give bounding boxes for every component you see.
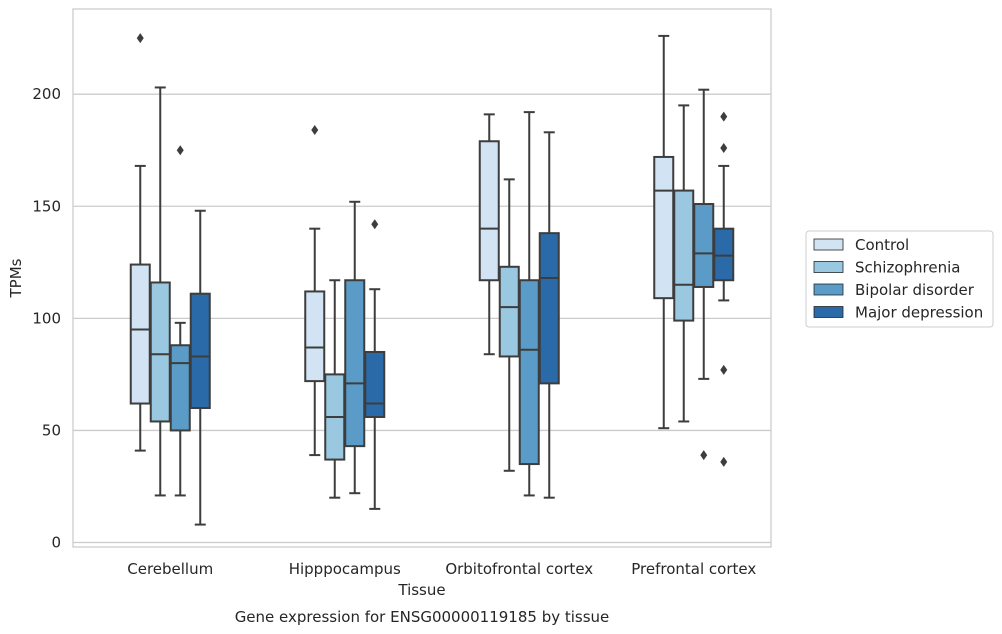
legend-swatch xyxy=(813,283,844,296)
box-body xyxy=(518,279,540,466)
box-orbitofrontal-cortex-major-depression xyxy=(538,131,560,499)
legend-swatch xyxy=(813,306,844,318)
box-hipppocampus-control xyxy=(304,125,326,457)
box-body xyxy=(538,232,560,385)
outlier-point xyxy=(700,450,708,461)
outlier-point xyxy=(720,142,728,153)
boxes xyxy=(129,33,735,526)
legend-label: Schizophrenia xyxy=(855,259,960,277)
box-body xyxy=(713,227,735,282)
box-body xyxy=(653,155,675,300)
box-body xyxy=(673,189,695,322)
y-tick-label: 200 xyxy=(32,85,61,103)
legend-label: Control xyxy=(855,236,909,254)
box-prefrontal-cortex-schizophrenia xyxy=(673,104,695,423)
outlier-point xyxy=(136,33,144,44)
box-hipppocampus-schizophrenia xyxy=(324,279,346,499)
box-body xyxy=(169,344,191,432)
box-body xyxy=(304,290,326,383)
box-orbitofrontal-cortex-schizophrenia xyxy=(498,178,520,472)
plot-frame xyxy=(72,8,772,548)
outlier-point xyxy=(371,219,379,230)
box-body xyxy=(498,265,520,358)
legend-swatch xyxy=(813,261,844,273)
box-body xyxy=(149,281,171,423)
x-tick-label: Prefrontal cortex xyxy=(631,560,756,578)
box-cerebellum-major-depression xyxy=(189,209,211,526)
x-ticks: Cerebellum Hipppocampus Orbitofrontal cort… xyxy=(127,560,756,578)
x-tick-label: Cerebellum xyxy=(127,560,213,578)
legend-swatch xyxy=(813,238,844,251)
legend: Control Schizophrenia Bipolar disorder Majo… xyxy=(805,230,994,328)
box-body xyxy=(344,279,366,448)
y-tick-label: 100 xyxy=(32,309,61,327)
y-tick-label: 50 xyxy=(42,421,61,439)
box-prefrontal-cortex-bipolar-disorder xyxy=(693,88,715,461)
outlier-point xyxy=(311,125,319,136)
y-ticks: 0 50 100 150 200 xyxy=(32,85,61,551)
legend-frame xyxy=(805,230,994,328)
x-axis-label: Tissue xyxy=(397,581,445,599)
box-body xyxy=(189,292,211,410)
x-tick-label: Orbitofrontal cortex xyxy=(445,560,593,578)
outlier-point xyxy=(720,364,728,375)
legend-label: Bipolar disorder xyxy=(855,281,975,299)
box-cerebellum-bipolar-disorder xyxy=(169,145,191,497)
box-prefrontal-cortex-control xyxy=(653,34,675,430)
y-tick-label: 150 xyxy=(32,197,61,215)
box-cerebellum-control xyxy=(129,33,151,452)
x-tick-label: Hipppocampus xyxy=(289,560,401,578)
y-tick-label: 0 xyxy=(51,534,61,552)
box-body xyxy=(693,203,715,288)
box-hipppocampus-major-depression xyxy=(364,219,386,510)
box-orbitofrontal-cortex-control xyxy=(478,113,500,356)
outlier-point xyxy=(720,111,728,122)
legend-label: Major depression xyxy=(855,304,983,322)
box-body xyxy=(129,263,151,405)
box-body xyxy=(364,350,386,418)
outlier-point xyxy=(720,456,728,467)
chart-title: Gene expression for ENSG00000119185 by t… xyxy=(235,608,610,626)
box-cerebellum-schizophrenia xyxy=(149,86,171,497)
outlier-point xyxy=(176,145,184,156)
box-hipppocampus-bipolar-disorder xyxy=(344,200,366,495)
box-prefrontal-cortex-major-depression xyxy=(713,111,735,467)
box-orbitofrontal-cortex-bipolar-disorder xyxy=(518,111,540,497)
y-axis-label: TPMs xyxy=(7,258,25,298)
box-body xyxy=(478,140,500,282)
